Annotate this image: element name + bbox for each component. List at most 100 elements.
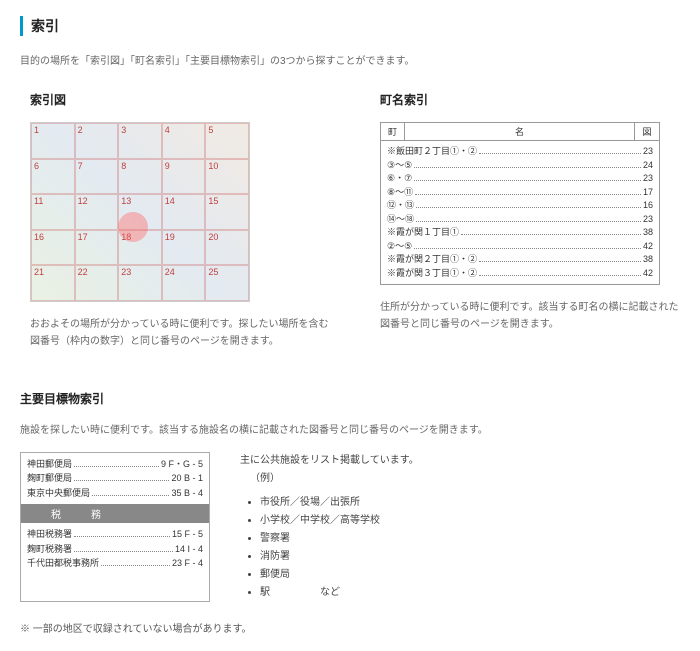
- landmark-row: 神田郵便局 9 F・G - 5: [27, 457, 203, 471]
- town-name: ※霞が関２丁目①・②: [387, 253, 477, 267]
- map-grid-cell: 16: [31, 230, 75, 266]
- landmark-name: 麹町税務署: [27, 542, 72, 556]
- two-column-layout: 索引図 123456789101112131415161718192021222…: [20, 91, 680, 350]
- town-row: ⑭〜⑱23: [387, 213, 653, 227]
- map-grid-cell: 11: [31, 194, 75, 230]
- dots: [461, 234, 641, 235]
- town-header-a: 町: [381, 123, 405, 140]
- dots: [479, 153, 641, 154]
- map-grid-cell: 25: [205, 265, 249, 301]
- town-index-title: 町名索引: [370, 91, 680, 108]
- intro-text: 目的の場所を「索引図」「町名索引」「主要目標物索引」の3つから探すことができます…: [20, 52, 680, 67]
- index-map-column: 索引図 123456789101112131415161718192021222…: [20, 91, 330, 350]
- map-grid-cell: 17: [75, 230, 119, 266]
- landmark-page: 15 F - 5: [172, 527, 203, 541]
- landmark-title: 主要目標物索引: [20, 390, 680, 407]
- landmark-desc: 施設を探したい時に便利です。該当する施設名の横に記載された図番号と同じ番号のペー…: [20, 421, 680, 436]
- town-page: 16: [643, 199, 653, 213]
- town-name: ※霞が関１丁目①: [387, 226, 459, 240]
- town-page: 23: [643, 172, 653, 186]
- landmark-bullet: 消防署: [260, 548, 419, 566]
- town-row: ※霞が関１丁目① 38: [387, 226, 653, 240]
- landmark-right-intro: 主に公共施設をリスト掲載しています。: [240, 452, 419, 470]
- landmark-name: 神田税務署: [27, 527, 72, 541]
- landmark-page: 23 F - 4: [172, 556, 203, 570]
- map-grid-cell: 13: [118, 194, 162, 230]
- town-name: ※飯田町２丁目①・②: [387, 145, 477, 159]
- town-row: ※霞が関２丁目①・②38: [387, 253, 653, 267]
- index-map-image: 1234567891011121314151617181920212223242…: [30, 122, 250, 302]
- dots: [92, 495, 169, 496]
- landmark-name: 神田郵便局: [27, 457, 72, 471]
- dots: [414, 180, 641, 181]
- town-name: ⑧〜⑪: [387, 186, 413, 200]
- town-header-c: 図: [635, 123, 659, 140]
- landmark-bullet-list: 市役所／役場／出張所小学校／中学校／高等学校警察署消防署郵便局駅 など: [240, 494, 419, 602]
- map-grid-cell: 9: [162, 159, 206, 195]
- town-page: 38: [643, 226, 653, 240]
- landmark-table: 神田郵便局9 F・G - 5麹町郵便局20 B - 1東京中央郵便局35 B -…: [20, 452, 210, 602]
- map-grid-cell: 10: [205, 159, 249, 195]
- town-name: ②〜⑤: [387, 240, 412, 254]
- dots: [74, 536, 170, 537]
- map-grid-cell: 4: [162, 123, 206, 159]
- town-page: 42: [643, 267, 653, 281]
- map-grid-cell: 6: [31, 159, 75, 195]
- map-grid-cell: 1: [31, 123, 75, 159]
- landmark-right-text: 主に公共施設をリスト掲載しています。 （例） 市役所／役場／出張所小学校／中学校…: [240, 452, 419, 602]
- town-name: ※霞が関３丁目①・②: [387, 267, 477, 281]
- landmark-row: 千代田都税事務所 23 F - 4: [27, 556, 203, 570]
- map-grid-cell: 7: [75, 159, 119, 195]
- map-grid-cell: 20: [205, 230, 249, 266]
- town-row: ※飯田町２丁目①・②23: [387, 145, 653, 159]
- index-map-desc: おおよその場所が分かっている時に便利です。探したい場所を含む図番号（枠内の数字）…: [20, 316, 330, 350]
- landmark-row: 神田税務署 15 F - 5: [27, 527, 203, 541]
- town-index-table: 町 名 図 ※飯田町２丁目①・②23③〜⑤24⑥・⑦23⑧〜⑪17⑫・⑬16⑭〜…: [380, 122, 660, 285]
- landmark-bullet: 郵便局: [260, 566, 419, 584]
- town-name: ⑫・⑬: [387, 199, 414, 213]
- town-row: ※霞が関３丁目①・② 42: [387, 267, 653, 281]
- town-row: ⑫・⑬ 16: [387, 199, 653, 213]
- town-index-column: 町名索引 町 名 図 ※飯田町２丁目①・②23③〜⑤24⑥・⑦23⑧〜⑪17⑫・…: [370, 91, 680, 350]
- dots: [414, 248, 641, 249]
- town-row: ②〜⑤ 42: [387, 240, 653, 254]
- town-page: 23: [643, 213, 653, 227]
- landmark-bullet: 市役所／役場／出張所: [260, 494, 419, 512]
- index-map-title: 索引図: [20, 91, 330, 108]
- town-table-body: ※飯田町２丁目①・②23③〜⑤24⑥・⑦23⑧〜⑪17⑫・⑬16⑭〜⑱23※霞が…: [381, 141, 659, 284]
- dots: [74, 466, 159, 467]
- landmark-category-header: 税務: [21, 504, 209, 523]
- dots: [416, 221, 641, 222]
- town-row: ⑧〜⑪17: [387, 186, 653, 200]
- landmark-page: 20 B - 1: [171, 471, 203, 485]
- footnote: ※ 一部の地区で収録されていない場合があります。: [20, 620, 680, 635]
- dots: [415, 194, 641, 195]
- town-name: ⑥・⑦: [387, 172, 412, 186]
- town-page: 42: [643, 240, 653, 254]
- landmark-group-2: 神田税務署15 F - 5麹町税務署14 I - 4千代田都税事務所23 F -…: [21, 523, 209, 574]
- landmark-name: 千代田都税事務所: [27, 556, 99, 570]
- dots: [479, 261, 641, 262]
- map-grid-cell: 15: [205, 194, 249, 230]
- map-grid-cell: 3: [118, 123, 162, 159]
- page-title: 索引: [20, 16, 680, 36]
- landmark-name: 東京中央郵便局: [27, 486, 90, 500]
- town-table-header: 町 名 図: [381, 123, 659, 141]
- town-header-b: 名: [405, 123, 635, 140]
- map-grid-cell: 5: [205, 123, 249, 159]
- landmark-page: 9 F・G - 5: [161, 457, 203, 471]
- map-grid-cell: 8: [118, 159, 162, 195]
- map-grid-cell: 2: [75, 123, 119, 159]
- map-grid-cell: 19: [162, 230, 206, 266]
- landmark-name: 麹町郵便局: [27, 471, 72, 485]
- landmark-bullet: 小学校／中学校／高等学校: [260, 512, 419, 530]
- landmark-bullet: 駅 など: [260, 584, 419, 602]
- map-grid-cell: 14: [162, 194, 206, 230]
- map-grid-cell: 23: [118, 265, 162, 301]
- town-name: ③〜⑤: [387, 159, 412, 173]
- landmark-example-label: （例）: [240, 470, 419, 488]
- landmark-group-1: 神田郵便局9 F・G - 5麹町郵便局20 B - 1東京中央郵便局35 B -…: [21, 453, 209, 504]
- town-page: 24: [643, 159, 653, 173]
- town-row: ⑥・⑦ 23: [387, 172, 653, 186]
- dots: [416, 207, 641, 208]
